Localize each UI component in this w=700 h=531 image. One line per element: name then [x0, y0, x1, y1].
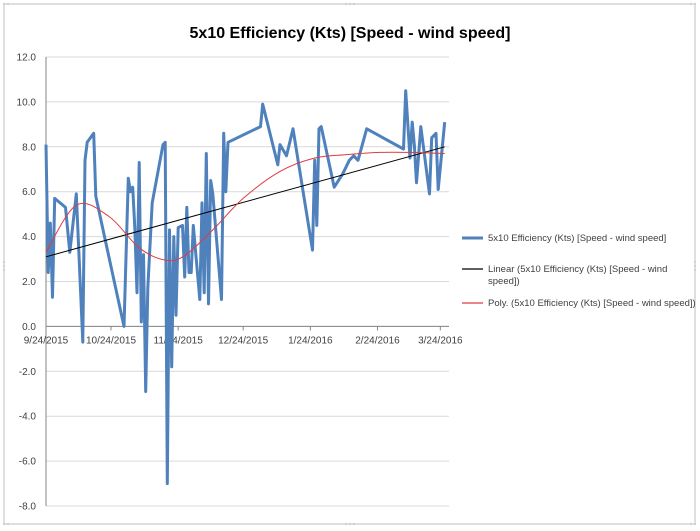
legend: 5x10 Efficiency (Kts) [Speed - wind spee…: [462, 233, 696, 309]
y-tick-label: -4.0: [19, 412, 37, 423]
resize-handles[interactable]: [2, 2, 697, 526]
y-axis-tick-labels: 12.0 10.0 8.0 6.0 4.0 2.0 0.0 -2.0 -4.0 -6.0 -8.0: [17, 53, 37, 513]
x-tick-label: 1/24/2016: [288, 335, 333, 346]
x-tick-label: 2/24/2016: [355, 335, 400, 346]
y-tick-label: 8.0: [22, 142, 36, 153]
x-axis-tick-labels: 9/24/2015 10/24/2015 11/24/2015 12/24/2015 1…: [24, 326, 463, 346]
y-tick-label: 2.0: [22, 277, 36, 288]
data-series: [44, 89, 447, 486]
y-tick-label: 0.0: [22, 322, 36, 333]
chart-area-background: [3, 3, 696, 525]
y-tick-label: -6.0: [19, 457, 37, 468]
x-tick-label: 11/24/2015: [154, 335, 204, 346]
y-tick-label: 6.0: [22, 187, 36, 198]
legend-entry-label: Linear (5x10 Efficiency (Kts) [Speed - w…: [488, 264, 667, 287]
legend-entry-label: Poly. (5x10 Efficiency (Kts) [Speed - wi…: [488, 298, 696, 309]
y-tick-label: 12.0: [17, 53, 37, 64]
series-linear-trendline: [45, 146, 445, 258]
legend-entry-label: 5x10 Efficiency (Kts) [Speed - wind spee…: [488, 233, 666, 244]
x-tick-label: 3/24/2016: [418, 335, 463, 346]
y-tick-label: 10.0: [17, 97, 37, 108]
series-efficiency-line: [44, 89, 447, 486]
y-tick-label: 4.0: [22, 232, 36, 243]
x-tick-label: 12/24/2015: [218, 335, 268, 346]
y-tick-label: -8.0: [19, 502, 37, 513]
gridlines: [45, 56, 449, 507]
y-tick-label: -2.0: [19, 367, 37, 378]
x-tick-label: 9/24/2015: [24, 335, 69, 346]
x-tick-label: 10/24/2015: [86, 335, 136, 346]
chart-title: 5x10 Efficiency (Kts) [Speed - wind spee…: [190, 25, 511, 42]
series-poly-trendline: [45, 151, 445, 262]
